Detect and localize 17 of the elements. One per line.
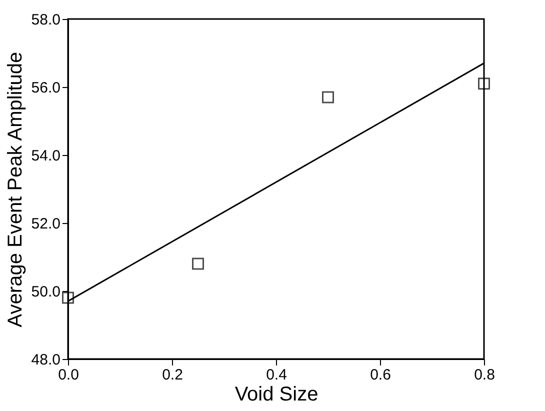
y-tick-label: 54.0 <box>31 148 60 164</box>
y-tick-label: 52.0 <box>31 216 60 232</box>
point <box>478 78 490 90</box>
point <box>192 258 204 270</box>
y-axis-title: Average Event Peak Amplitude <box>4 52 26 328</box>
y-tick-label: 58.0 <box>31 12 60 28</box>
x-tick-label: 0.0 <box>58 366 79 384</box>
y-tick-label: 48.0 <box>31 352 60 368</box>
x-tick-label: 0.6 <box>370 366 391 384</box>
point <box>322 91 334 104</box>
y-tick-label: 50.0 <box>31 284 60 300</box>
x-tick-label: 0.2 <box>162 366 183 384</box>
y-tick-label: 56.0 <box>31 80 60 96</box>
x-axis-title: Void Size <box>234 384 318 406</box>
point <box>62 292 74 304</box>
x-tick-label: 0.8 <box>474 366 495 384</box>
x-tick-label: 0.4 <box>266 366 287 384</box>
